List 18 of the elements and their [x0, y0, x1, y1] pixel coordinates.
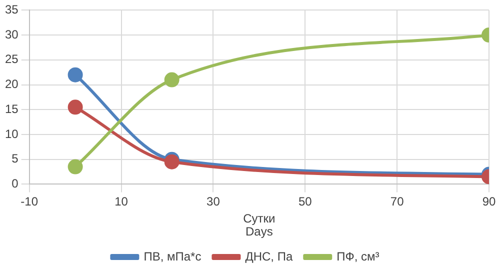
legend-label: ПФ, см³	[336, 249, 380, 264]
y-tick-label: 30	[4, 27, 19, 42]
x-tick-label: 50	[298, 194, 312, 209]
x-tick-label: 30	[206, 194, 220, 209]
y-tick-label: 0	[12, 176, 19, 191]
y-tick-label: 35	[4, 2, 19, 17]
y-tick-label: 10	[4, 126, 19, 141]
x-tick-label: 10	[114, 194, 128, 209]
x-tick-label: 90	[482, 194, 496, 209]
x-axis-title: Сутки Days	[243, 212, 276, 239]
x-tick-label: -10	[20, 194, 38, 209]
legend-label: ПВ, мПа*с	[144, 249, 202, 264]
legend-label: ДНС, Па	[245, 249, 293, 264]
y-tick-label: 25	[4, 52, 19, 66]
y-tick-label: 20	[4, 77, 19, 92]
x-tick-label: 70	[390, 194, 404, 209]
y-tick-label: 15	[4, 102, 19, 116]
y-tick-label: 5	[12, 152, 19, 166]
